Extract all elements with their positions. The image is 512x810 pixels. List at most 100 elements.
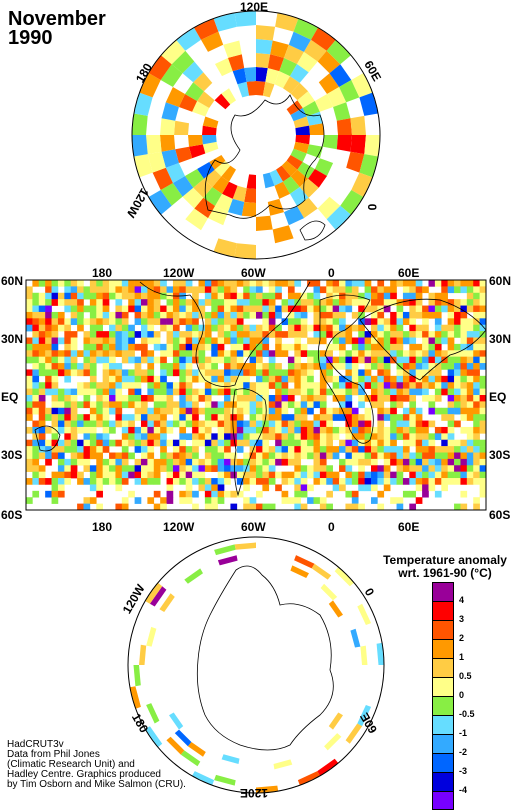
grid-cell <box>230 280 238 287</box>
grid-cell <box>275 452 282 460</box>
grid-cell <box>185 484 193 492</box>
grid-cell <box>70 407 78 415</box>
grid-cell <box>230 503 238 511</box>
grid-cell <box>109 318 116 326</box>
polar-cell <box>290 64 309 83</box>
grid-cell <box>390 439 397 447</box>
grid-cell <box>454 286 461 294</box>
wm-top-lon-60w: 60W <box>241 266 266 280</box>
grid-cell <box>249 452 257 460</box>
grid-cell <box>262 458 270 466</box>
grid-cell <box>102 446 110 453</box>
grid-cell <box>307 433 314 441</box>
grid-cell <box>434 292 442 300</box>
grid-cell <box>345 458 353 466</box>
grid-cell <box>256 388 263 396</box>
grid-cell <box>153 337 161 345</box>
grid-cell <box>307 292 314 300</box>
grid-cell <box>428 382 436 389</box>
grid-cell <box>383 407 391 415</box>
grid-cell <box>57 363 65 370</box>
grid-cell <box>275 331 282 338</box>
grid-cell <box>428 484 436 492</box>
grid-cell <box>358 388 365 396</box>
grid-cell <box>160 375 167 383</box>
grid-cell <box>141 407 148 415</box>
grid-cell <box>121 497 129 504</box>
grid-cell <box>128 426 135 434</box>
polar-cell <box>171 50 195 74</box>
grid-cell <box>109 324 116 332</box>
grid-cell <box>396 311 404 319</box>
grid-cell <box>38 388 46 396</box>
grid-cell <box>287 420 295 428</box>
grid-cell <box>141 286 148 294</box>
grid-cell <box>217 414 225 421</box>
grid-cell <box>147 433 155 441</box>
grid-cell <box>45 478 52 485</box>
grid-cell <box>115 439 123 447</box>
grid-cell <box>70 343 78 351</box>
grid-cell <box>313 458 321 466</box>
grid-cell <box>383 292 391 300</box>
grid-cell <box>160 433 167 441</box>
grid-cell <box>313 478 321 485</box>
grid-cell <box>51 471 59 479</box>
grid-cell <box>358 503 365 511</box>
grid-cell <box>51 395 59 402</box>
grid-cell <box>454 458 461 466</box>
grid-cell <box>109 350 116 357</box>
grid-cell <box>307 420 314 428</box>
grid-cell <box>185 382 193 389</box>
grid-cell <box>121 324 129 332</box>
wm-left-lat-30n: 30N <box>1 332 24 346</box>
grid-cell <box>345 503 353 511</box>
grid-cell <box>473 497 480 504</box>
grid-cell <box>166 324 174 332</box>
grid-cell <box>249 305 257 313</box>
grid-cell <box>89 324 97 332</box>
grid-cell <box>294 369 302 377</box>
grid-cell <box>454 356 461 364</box>
grid-cell <box>70 280 78 287</box>
grid-cell <box>115 465 123 472</box>
polar-cell <box>193 178 213 198</box>
grid-cell <box>447 439 455 447</box>
grid-cell <box>262 331 270 338</box>
grid-cell <box>287 395 295 402</box>
grid-cell <box>192 439 199 447</box>
grid-cell <box>109 471 116 479</box>
grid-cell <box>57 439 65 447</box>
grid-cell <box>57 369 65 377</box>
grid-cell <box>268 433 276 441</box>
grid-cell <box>287 343 295 351</box>
grid-cell <box>479 286 487 294</box>
grid-cell <box>141 446 148 453</box>
grid-cell <box>89 407 97 415</box>
grid-cell <box>326 490 333 498</box>
grid-cell <box>192 331 199 338</box>
grid-cell <box>211 299 218 306</box>
grid-cell <box>64 337 72 345</box>
grid-cell <box>166 401 174 409</box>
grid-cell <box>454 318 461 326</box>
grid-cell <box>77 503 84 511</box>
grid-cell <box>102 356 110 364</box>
grid-cell <box>32 433 40 441</box>
polar-cell <box>178 94 198 112</box>
grid-cell <box>262 382 270 389</box>
grid-cell <box>77 446 84 453</box>
grid-cell <box>153 375 161 383</box>
polar-cell <box>152 167 173 190</box>
grid-cell <box>287 433 295 441</box>
grid-cell <box>236 490 244 498</box>
grid-cell <box>166 388 174 396</box>
grid-cell <box>319 471 327 479</box>
grid-cell <box>121 305 129 313</box>
grid-cell <box>281 458 289 466</box>
grid-cell <box>249 356 257 364</box>
grid-cell <box>147 414 155 421</box>
grid-cell <box>275 369 282 377</box>
grid-cell <box>70 318 78 326</box>
grid-cell <box>358 478 365 485</box>
